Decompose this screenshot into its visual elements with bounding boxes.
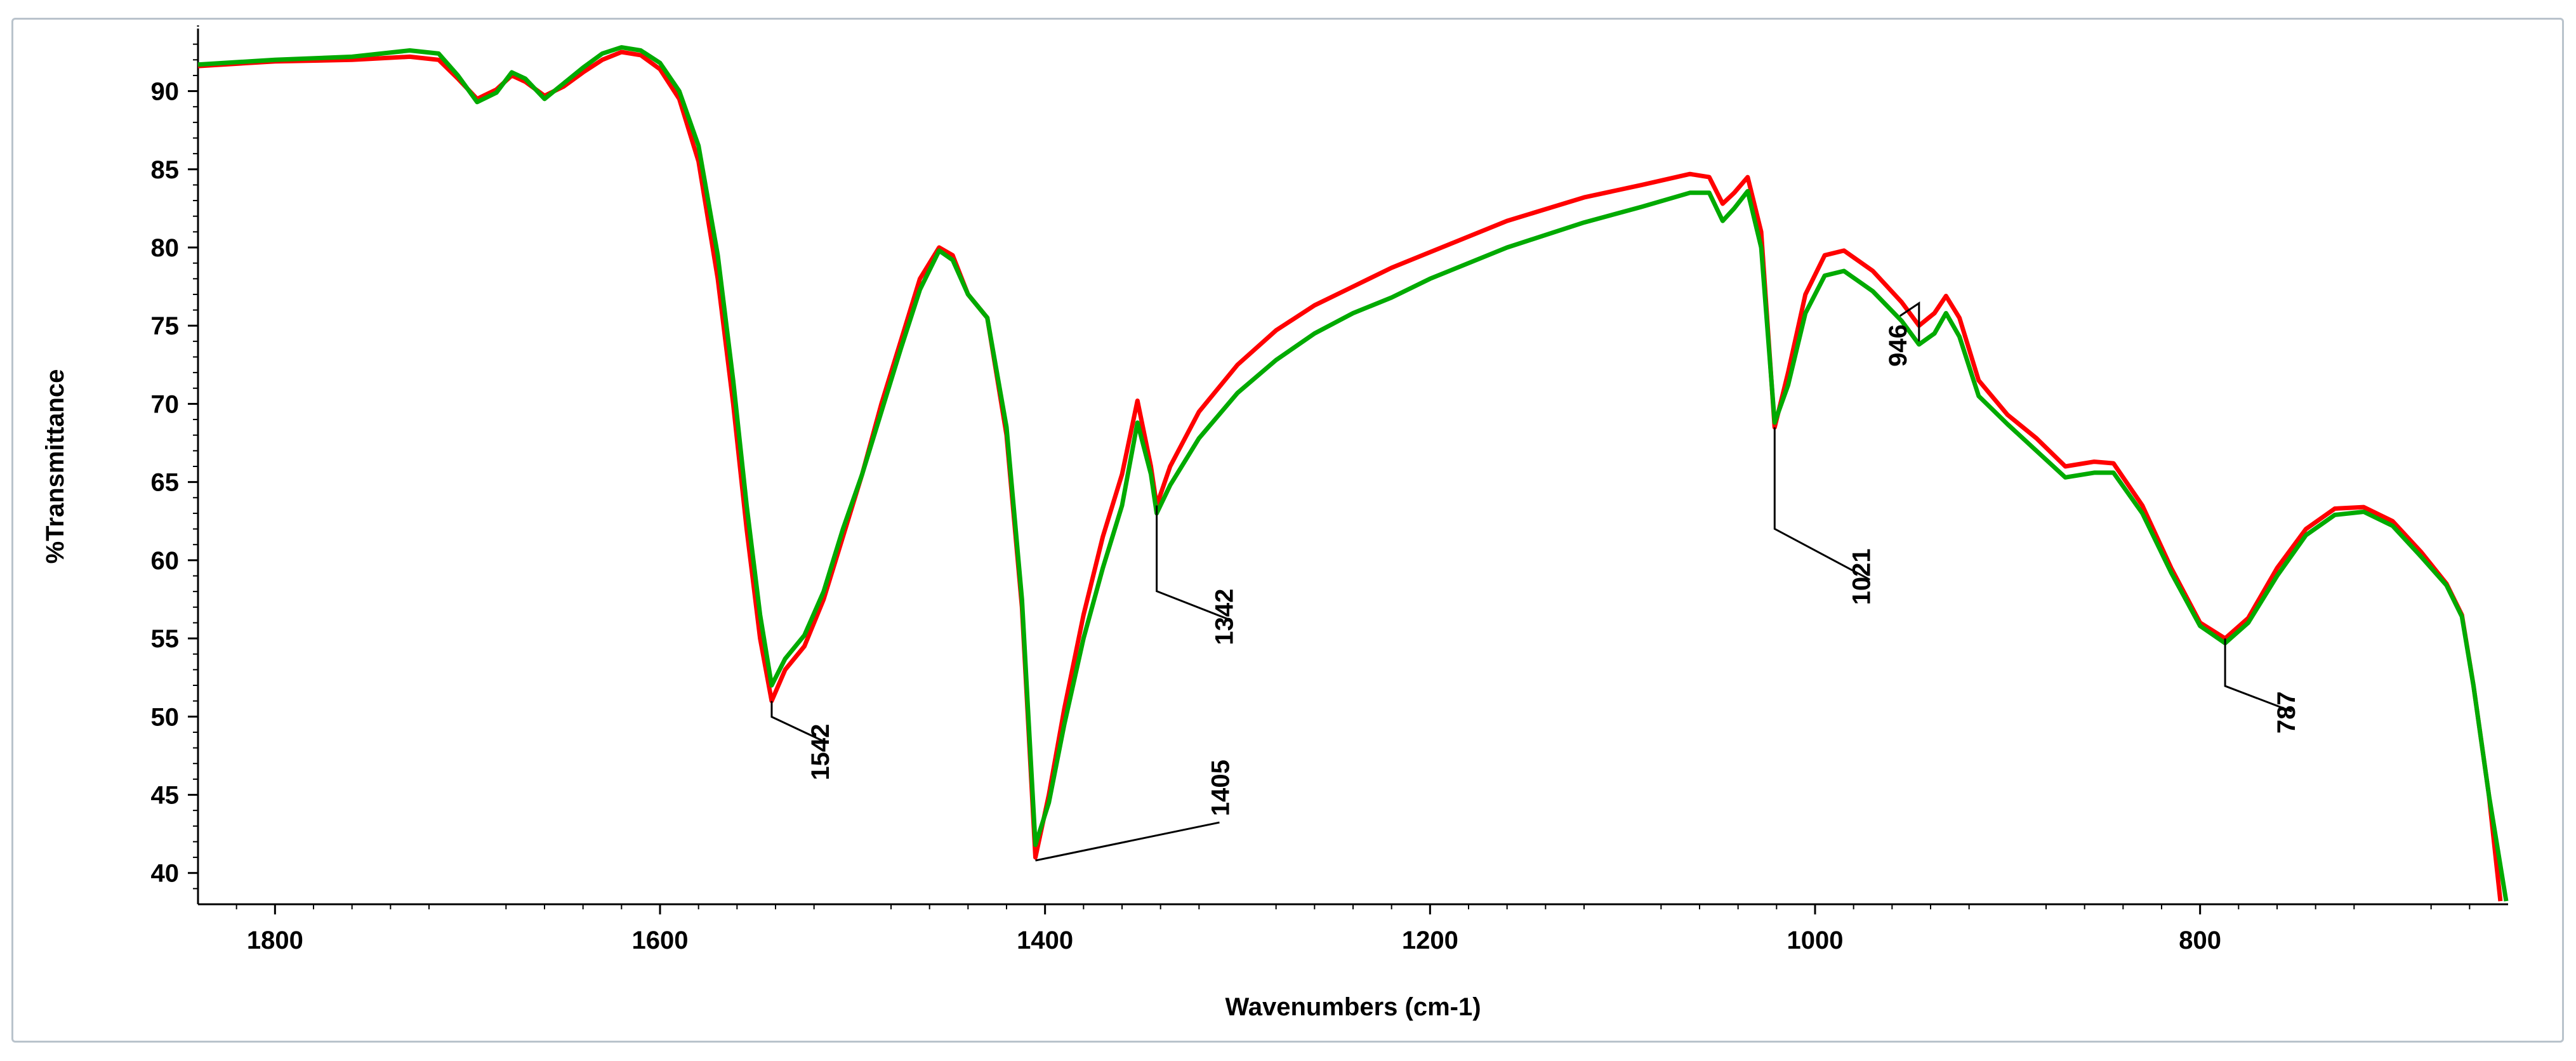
x-tick-label: 1400 [1017, 926, 1073, 954]
series-layer [197, 45, 2509, 902]
x-tick-label: 800 [2179, 926, 2221, 954]
ticks: 40 45 50 55 60 65 70 75 80 85 90 1800 1600 1400 1200 10… [151, 43, 2471, 954]
y-tick-label: 85 [151, 156, 180, 184]
y-tick-label: 70 [151, 390, 180, 418]
peak-label: 946 [1884, 324, 1912, 367]
series-line-1 [197, 49, 2503, 902]
peak-label: 1342 [1211, 589, 1239, 645]
peak-leader-line [770, 701, 826, 744]
peak-label: 1405 [1207, 760, 1235, 816]
y-tick-label: 60 [151, 547, 180, 575]
peak-leader-line [1156, 505, 1231, 621]
x-tick-label: 1800 [247, 926, 303, 954]
peak-leader-line [1773, 427, 1871, 581]
y-tick-label: 65 [151, 469, 180, 497]
x-tick-label: 1600 [632, 926, 689, 954]
peak-leader-line [1899, 301, 1920, 341]
y-tick-label: 40 [151, 860, 180, 888]
annotation-layer: 1542 1405 1342 1021 946 787 [770, 301, 2301, 862]
y-tick-label: 50 [151, 703, 180, 731]
series-line-2 [197, 45, 2509, 902]
y-tick-label: 55 [151, 625, 180, 653]
y-axis-title: %Transmittance [41, 369, 69, 564]
x-tick-label: 1000 [1787, 926, 1844, 954]
plot-area [198, 29, 2508, 904]
x-axis-title: Wavenumbers (cm-1) [1225, 993, 1481, 1021]
y-tick-label: 75 [151, 312, 180, 340]
y-tick-label: 45 [151, 782, 180, 810]
peak-label: 1542 [807, 724, 835, 781]
x-tick-label: 1200 [1402, 926, 1458, 954]
y-tick-label: 80 [151, 234, 180, 262]
peak-label: 787 [2273, 691, 2301, 734]
plot-background [198, 29, 2508, 904]
peak-leader-line [1035, 821, 1220, 862]
peak-leader-line [2224, 638, 2292, 713]
peak-label: 1021 [1847, 548, 1875, 605]
y-tick-label: 90 [151, 78, 180, 106]
